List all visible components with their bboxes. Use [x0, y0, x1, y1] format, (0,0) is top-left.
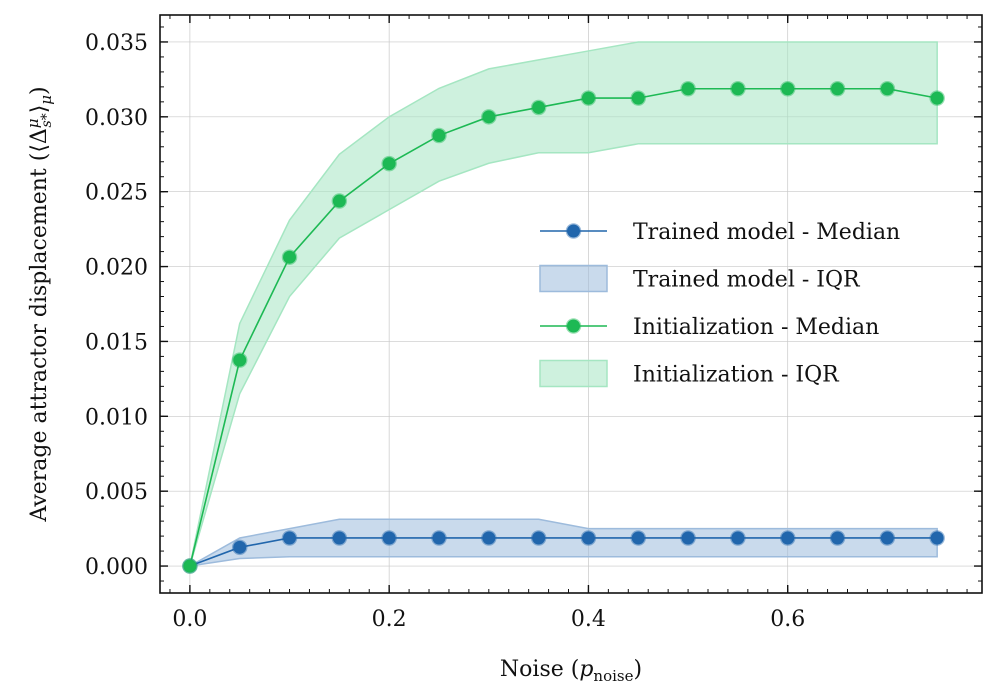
median-line-0: [189, 537, 938, 567]
y-tick-label: 0.000: [85, 555, 148, 580]
median-point-0: [580, 530, 597, 546]
y-tick-label: 0.025: [85, 181, 148, 206]
median-point-0: [331, 530, 348, 546]
median-point-1: [381, 155, 397, 172]
x-tick-label: 0.0: [172, 607, 207, 632]
x-tick-label: 0.6: [770, 607, 805, 632]
median-point-0: [231, 539, 248, 556]
median-point-0: [929, 530, 945, 546]
median-markers: [182, 80, 945, 574]
iqr-bands: [189, 41, 938, 567]
legend-label: Trained model - IQR: [633, 268, 861, 293]
median-point-0: [281, 530, 298, 546]
median-point-1: [231, 352, 248, 368]
median-point-1: [481, 109, 497, 125]
legend-band-swatch: [539, 264, 608, 293]
median-point-0: [680, 530, 696, 546]
y-tick-label: 0.005: [85, 480, 148, 505]
median-point-0: [381, 530, 397, 546]
median-point-0: [431, 530, 447, 546]
median-point-1: [630, 90, 647, 106]
iqr-band-0: [189, 518, 938, 567]
y-tick-label: 0.030: [85, 106, 148, 131]
median-point-0: [829, 530, 846, 546]
median-point-1: [929, 90, 945, 106]
median-point-0: [779, 530, 796, 546]
legend-label: Trained model - Median: [633, 220, 900, 245]
legend-marker-swatch: [565, 223, 582, 239]
median-point-1: [779, 80, 796, 97]
median-point-0: [730, 530, 746, 546]
y-axis-label: Average attractor displacement (⟨Δμs*⟩μ): [24, 86, 55, 522]
median-point-1: [281, 249, 298, 265]
median-point-0: [630, 530, 647, 546]
y-tick-label: 0.020: [85, 256, 148, 281]
plot-frame: [159, 14, 983, 594]
median-point-1: [182, 558, 198, 574]
median-point-1: [331, 193, 348, 209]
median-lines: [189, 87, 938, 567]
median-point-1: [530, 99, 547, 116]
legend-marker-swatch: [565, 318, 582, 334]
legend-label: Initialization - IQR: [633, 363, 840, 388]
median-point-1: [580, 90, 597, 106]
median-point-1: [431, 127, 447, 144]
median-point-0: [530, 530, 547, 546]
y-tick-label: 0.010: [85, 405, 148, 430]
legend-band-swatch: [539, 359, 608, 388]
y-tick-label: 0.015: [85, 330, 148, 355]
median-point-0: [879, 530, 896, 546]
median-point-1: [680, 80, 696, 97]
median-point-1: [730, 80, 746, 97]
axis-ticks: 0.0 0.2 0.4 0.6 0.000 0.005 0.010 0.015 0.020 0.0…: [85, 15, 982, 632]
median-line-1: [189, 87, 938, 567]
median-point-0: [481, 530, 497, 546]
legend: Trained model - Median Trained model - IQ…: [539, 220, 900, 388]
y-tick-label: 0.035: [85, 31, 148, 56]
median-point-1: [879, 80, 896, 97]
x-tick-label: 0.2: [372, 607, 407, 632]
x-tick-label: 0.4: [571, 607, 606, 632]
median-point-1: [829, 80, 846, 97]
x-axis-label: Noise (pnoise): [500, 657, 642, 685]
iqr-band-1: [189, 41, 938, 567]
legend-label: Initialization - Median: [633, 315, 879, 340]
